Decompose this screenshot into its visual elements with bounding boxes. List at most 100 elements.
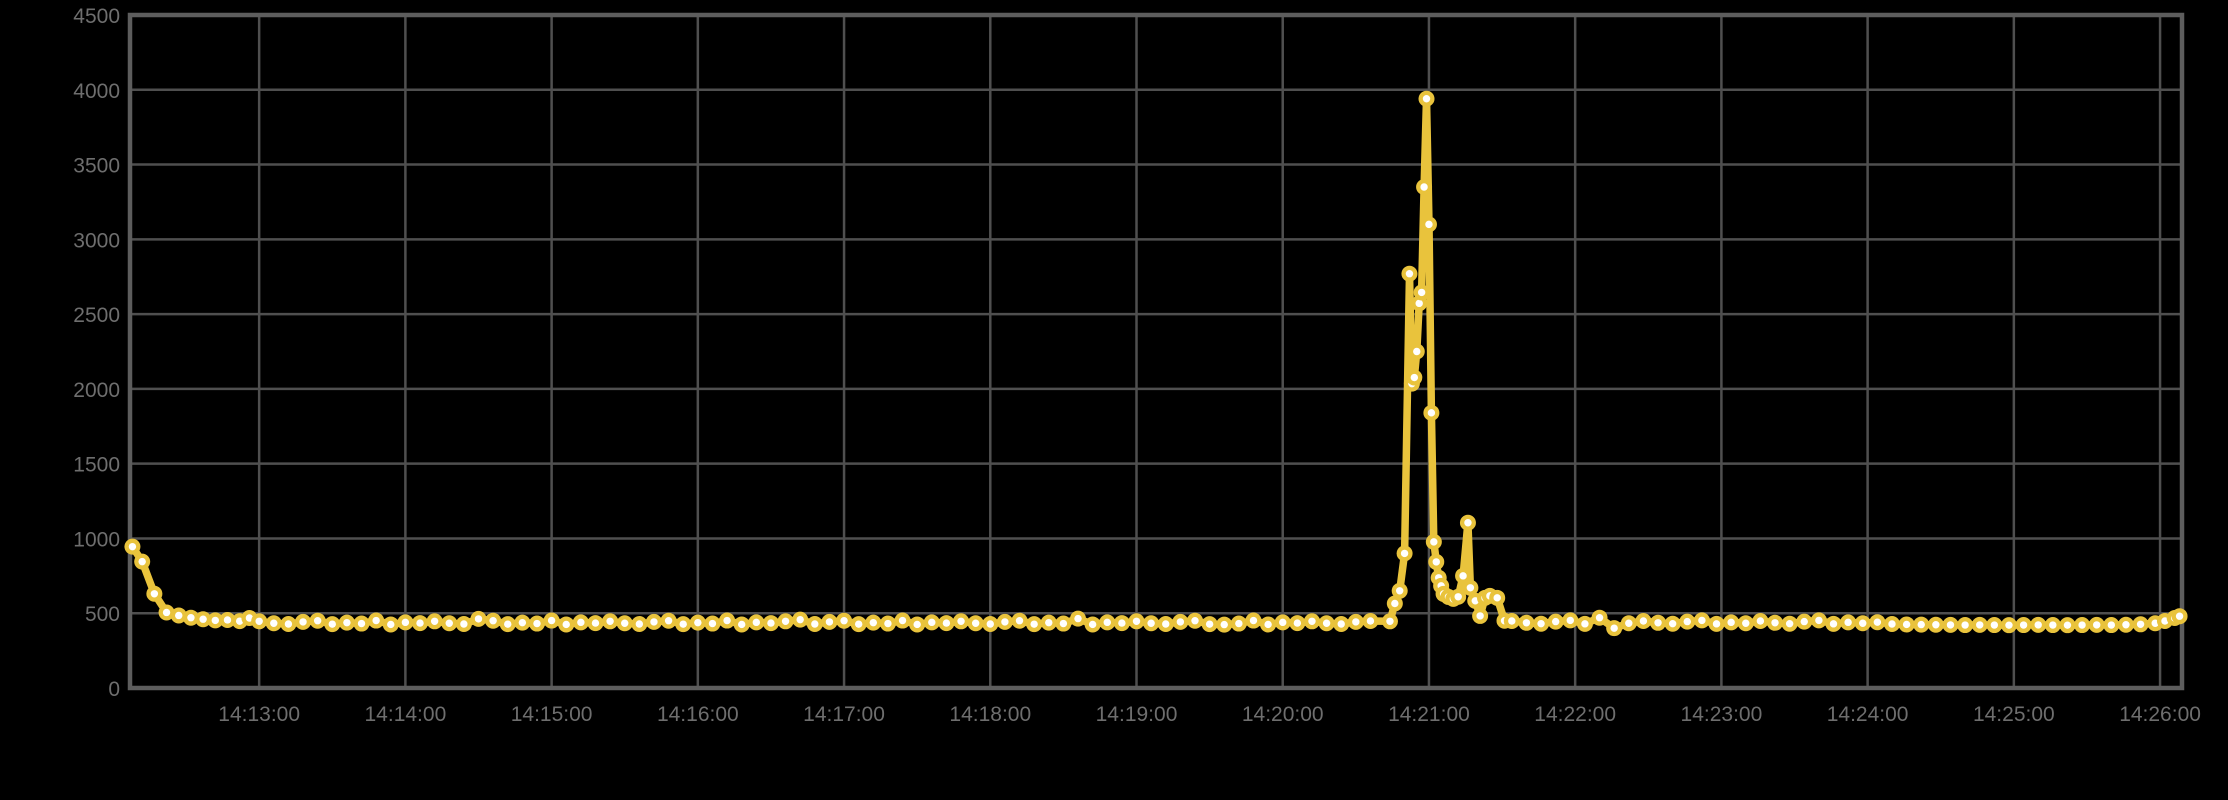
data-point-marker[interactable] [1606,620,1623,637]
data-point-marker[interactable] [660,612,677,629]
data-point-marker[interactable] [1416,178,1433,195]
data-point-marker[interactable] [1472,607,1489,624]
data-point-marker[interactable] [514,614,531,631]
data-point-marker[interactable] [2132,616,2149,633]
data-point-marker[interactable] [1425,533,1442,550]
data-point-marker[interactable] [1898,616,1915,633]
data-point-marker[interactable] [280,615,297,632]
data-point-marker[interactable] [1318,615,1335,632]
data-point-marker[interactable] [1455,567,1472,584]
data-point-marker[interactable] [2171,608,2188,625]
data-point-marker[interactable] [1927,616,1944,633]
data-point-marker[interactable] [1347,613,1364,630]
data-point-marker[interactable] [2044,617,2061,634]
data-point-marker[interactable] [923,614,940,631]
data-point-marker[interactable] [2117,616,2134,633]
data-point-marker[interactable] [1055,615,1072,632]
data-point-marker[interactable] [836,612,853,629]
data-point-marker[interactable] [397,614,414,631]
data-point-marker[interactable] [455,615,472,632]
data-point-marker[interactable] [219,611,236,628]
data-point-marker[interactable] [1825,615,1842,632]
data-point-marker[interactable] [2030,616,2047,633]
data-point-marker[interactable] [894,612,911,629]
data-point-marker[interactable] [1381,613,1398,630]
data-point-marker[interactable] [295,613,312,630]
data-point-marker[interactable] [1143,615,1160,632]
data-point-marker[interactable] [865,614,882,631]
data-point-marker[interactable] [1869,614,1886,631]
data-point-marker[interactable] [158,604,175,621]
data-point-marker[interactable] [1260,616,1277,633]
data-point-marker[interactable] [1099,614,1116,631]
data-point-marker[interactable] [1767,614,1784,631]
data-point-marker[interactable] [1854,615,1871,632]
data-point-marker[interactable] [792,611,809,628]
data-point-marker[interactable] [2074,617,2091,634]
data-point-marker[interactable] [1113,615,1130,632]
data-point-marker[interactable] [967,615,984,632]
data-point-marker[interactable] [2103,617,2120,634]
data-point-marker[interactable] [1708,615,1725,632]
data-point-marker[interactable] [1413,284,1430,301]
data-point-marker[interactable] [1576,615,1593,632]
data-point-marker[interactable] [631,615,648,632]
data-point-marker[interactable] [2059,617,2076,634]
data-point-marker[interactable] [1333,615,1350,632]
data-point-marker[interactable] [1635,612,1652,629]
data-point-marker[interactable] [806,615,823,632]
data-point-marker[interactable] [1274,614,1291,631]
data-point-marker[interactable] [1737,615,1754,632]
data-point-marker[interactable] [265,615,282,632]
data-point-marker[interactable] [1245,612,1262,629]
data-point-marker[interactable] [543,612,560,629]
data-point-marker[interactable] [1883,615,1900,632]
data-point-marker[interactable] [1489,589,1506,606]
data-point-marker[interactable] [1070,610,1087,627]
data-point-marker[interactable] [146,585,163,602]
data-point-marker[interactable] [704,615,721,632]
data-point-marker[interactable] [353,615,370,632]
data-point-marker[interactable] [1620,615,1637,632]
data-point-marker[interactable] [616,615,633,632]
data-point-marker[interactable] [1459,514,1476,531]
data-point-marker[interactable] [485,612,502,629]
data-point-marker[interactable] [1157,615,1174,632]
data-point-marker[interactable] [1518,614,1535,631]
data-point-marker[interactable] [719,612,736,629]
data-point-marker[interactable] [1957,617,1974,634]
data-point-marker[interactable] [1026,616,1043,633]
data-point-marker[interactable] [1913,616,1930,633]
data-point-marker[interactable] [1693,612,1710,629]
data-point-marker[interactable] [182,609,199,626]
data-point-marker[interactable] [1391,582,1408,599]
data-point-marker[interactable] [338,614,355,631]
data-point-marker[interactable] [1796,613,1813,630]
data-point-marker[interactable] [587,615,604,632]
data-point-marker[interactable] [1396,545,1413,562]
data-point-marker[interactable] [1386,595,1403,612]
data-point-marker[interactable] [1418,90,1435,107]
data-point-marker[interactable] [996,613,1013,630]
data-point-marker[interactable] [1562,612,1579,629]
data-point-marker[interactable] [1462,579,1479,596]
data-point-marker[interactable] [733,616,750,633]
data-point-marker[interactable] [1503,612,1520,629]
data-point-marker[interactable] [748,614,765,631]
data-point-marker[interactable] [1450,588,1467,605]
data-point-marker[interactable] [1172,613,1189,630]
data-point-marker[interactable] [1186,612,1203,629]
data-point-marker[interactable] [1781,615,1798,632]
data-point-marker[interactable] [909,616,926,633]
data-point-marker[interactable] [1679,613,1696,630]
data-point-marker[interactable] [1401,265,1418,282]
data-point-marker[interactable] [1533,615,1550,632]
data-point-marker[interactable] [1408,343,1425,360]
data-point-marker[interactable] [124,538,141,555]
data-point-marker[interactable] [170,607,187,624]
data-point-marker[interactable] [953,613,970,630]
data-point-marker[interactable] [309,612,326,629]
data-point-marker[interactable] [1723,614,1740,631]
data-point-marker[interactable] [982,615,999,632]
data-point-marker[interactable] [645,613,662,630]
